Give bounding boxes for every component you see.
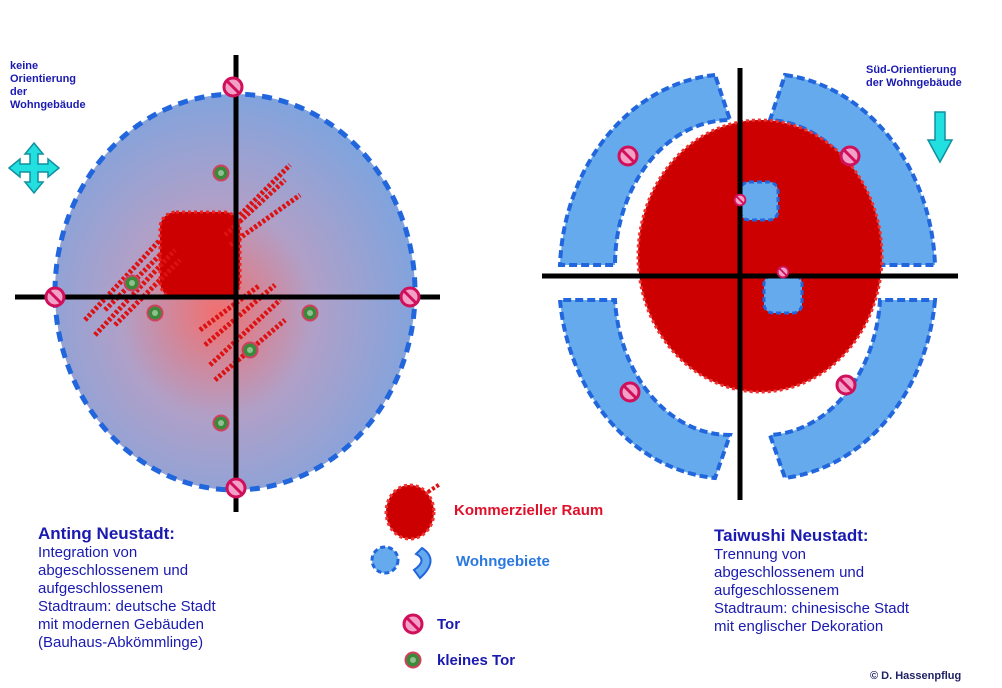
desc-line: aufgeschlossenem [714,582,840,599]
gate-icon [835,374,857,396]
legend-residential-swatch [370,545,400,575]
desc-line: mit englischer Dekoration [714,618,884,635]
desc-line: Trennung von [714,546,807,563]
label-line: keine [10,60,39,72]
anting-title: Anting Neustadt: [38,524,175,543]
anting-diagram [7,55,440,512]
desc-line: (Bauhaus-Abkömmlinge) [38,634,204,651]
small-gate-icon [212,164,230,182]
gate-icon [839,145,861,167]
legend-commercial-label: Kommerzieller Raum [454,502,604,519]
small-gate-icon [123,274,141,292]
legend-small-gate-label: kleines Tor [437,652,516,669]
label-line: Süd-Orientierung [866,64,957,76]
taiwushi-text-block: Taiwushi Neustadt: Trennung von abgeschl… [714,526,909,636]
taiwushi-residential-top-left [557,72,733,267]
desc-line: abgeschlossenem und [714,564,865,581]
gate-icon [222,76,244,98]
taiwushi-title: Taiwushi Neustadt: [714,526,869,545]
legend-symbols [370,482,442,669]
taiwushi-commercial-area [636,118,884,394]
label-line: der [10,86,28,98]
small-gate-icon [146,304,164,322]
desc-line: Integration von [38,544,138,561]
small-gate-icon [241,341,259,359]
gate-icon [399,286,421,308]
legend-small-gate-icon [404,651,422,669]
legend-gate-icon [402,613,424,635]
anting-text-block: Anting Neustadt: Integration von abgesch… [38,524,216,652]
anting-commercial-area [83,163,302,382]
taiwushi-residential-bottom-left [557,298,733,481]
taiwushi-orientation-label: Süd-Orientierung der Wohngebäude [866,64,962,90]
down-arrow-icon [926,111,954,164]
legend-residential-arc-swatch [412,546,432,580]
desc-line: Stadtraum: chinesische Stadt [714,600,910,617]
label-line: der Wohngebäude [866,77,962,89]
legend-commercial-swatch [384,483,436,541]
gate-icon [776,265,790,279]
gate-icon [225,477,247,499]
anting-description: Integration von abgeschlossenem und aufg… [38,544,216,652]
desc-line: mit modernen Gebäuden [38,616,204,633]
desc-line: Stadtraum: deutsche Stadt [38,598,216,615]
four-way-arrow-icon [7,141,61,195]
legend-gate-label: Tor [437,616,461,633]
gate-icon [619,381,641,403]
taiwushi-description: Trennung von abgeschlossenem und aufgesc… [714,546,909,636]
small-gate-icon [212,414,230,432]
small-gate-icon [301,304,319,322]
desc-line: aufgeschlossenem [38,580,164,597]
gate-icon [44,286,66,308]
anting-orientation-label: keine Orientierung der Wohngebäude [10,60,86,112]
gate-icon [617,145,639,167]
copyright: © D. Hassenpflug [870,670,962,682]
desc-line: abgeschlossenem und [38,562,189,579]
label-line: Wohngebäude [10,99,86,111]
label-line: Orientierung [10,73,77,85]
gate-icon [733,193,747,207]
taiwushi-residential-core-lower [762,273,804,315]
legend-residential-label: Wohngebiete [456,553,550,570]
taiwushi-diagram [542,68,958,500]
